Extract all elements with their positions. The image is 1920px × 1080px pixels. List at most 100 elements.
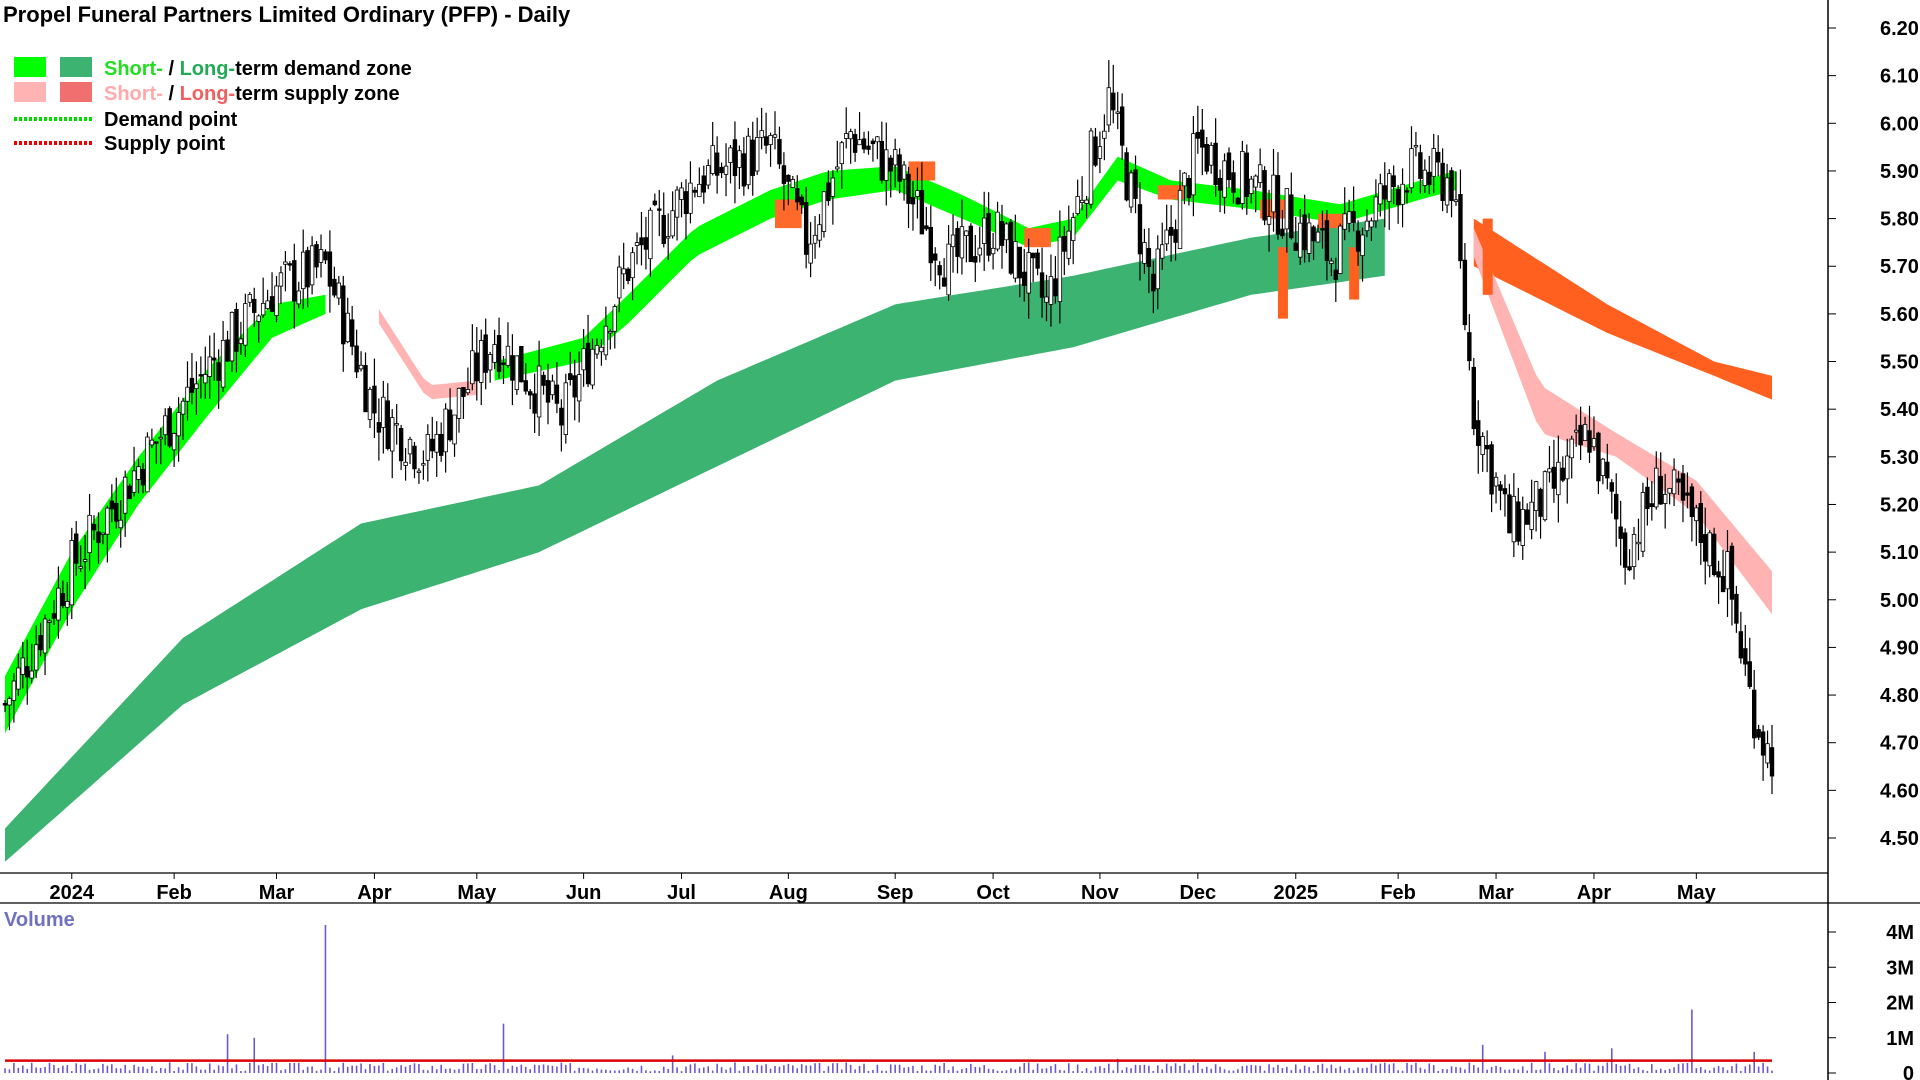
candle-body [612,306,617,332]
candle-body [1364,220,1370,232]
candle [65,582,70,626]
candle-body [1711,533,1717,576]
candle [234,302,239,373]
candle-body [1044,296,1049,303]
candle [180,397,186,440]
candle [1422,159,1428,193]
candle [1062,225,1067,276]
candle [697,167,702,198]
price-tick-label: 4.80 [1880,685,1919,707]
candle-body [812,234,818,244]
candle-body [1329,260,1334,264]
candle-body [652,200,658,206]
candle-body [523,380,528,392]
candle [1511,473,1517,558]
candle-body [1320,228,1325,231]
candle [1324,209,1330,281]
candle-body [385,400,390,449]
candle [977,226,982,263]
candle [1035,248,1040,276]
candle [1622,528,1628,585]
candle [131,446,137,497]
legend-demand-long-text: Long- [180,58,236,80]
candle-body [1271,174,1276,213]
candle [1342,187,1347,241]
candle [292,243,297,329]
candle [777,126,782,169]
candle [1066,205,1071,266]
candle [1373,179,1379,228]
price-tick-label: 5.80 [1880,209,1919,231]
candle-body [1587,430,1592,453]
candle-body [1173,229,1178,243]
candle-body [1026,252,1031,294]
candle [229,311,235,373]
candle [576,351,582,423]
candle [1378,173,1383,217]
candle [430,416,435,459]
candle-body [1654,467,1659,508]
candle [345,297,350,344]
candle-body [545,380,551,403]
candle-body [1520,508,1525,546]
candle-body [158,436,163,440]
candle-body [1071,217,1076,241]
candle-body [171,433,177,451]
candle [96,512,101,564]
candle [1729,542,1735,626]
candle [1404,187,1410,204]
candle-body [1208,144,1214,166]
candle-body [176,412,181,437]
candle [105,505,110,563]
candle-body [1538,488,1543,517]
candle-body [1151,273,1156,292]
candle-body [1707,532,1712,567]
candle [670,191,675,239]
candle [1075,179,1080,216]
candle [1440,148,1445,212]
candle [1195,105,1201,154]
candle [657,189,662,237]
candle [946,225,951,301]
candle [260,277,266,318]
candle-body [336,282,342,299]
candle-body [1738,631,1744,659]
candle-body [1053,278,1058,297]
candle [78,545,83,573]
candle [1631,527,1637,580]
candle-body [795,188,800,203]
candle [1088,127,1094,209]
candle-body [487,354,493,371]
candle [332,266,337,298]
candle-body [826,182,831,202]
candle-body [438,434,444,456]
candle-body [492,344,497,363]
price-tick-label: 4.70 [1880,733,1919,755]
candle-body [474,352,479,382]
candle [1008,219,1014,276]
candle-body [973,256,978,263]
candle-body [407,438,413,455]
candle [1320,210,1325,249]
candle [554,362,560,414]
candle [1093,127,1098,167]
time-tick-label: Dec [1179,882,1216,904]
candle-body [1502,488,1508,495]
candle [1453,171,1459,206]
candle-body [892,149,898,166]
candle-body [519,345,524,383]
candle [385,383,390,451]
candle-body [714,152,720,176]
candle [1413,132,1419,157]
candle [225,330,230,362]
candle [74,521,79,576]
candle [394,404,399,445]
price-tick-label: 5.40 [1880,399,1919,421]
candle-body [1596,432,1601,482]
candle [812,215,818,259]
candle [1280,210,1285,239]
candle [1351,186,1356,232]
candle [1137,182,1143,281]
candle-body [1066,230,1071,259]
candle-body [1106,87,1112,126]
